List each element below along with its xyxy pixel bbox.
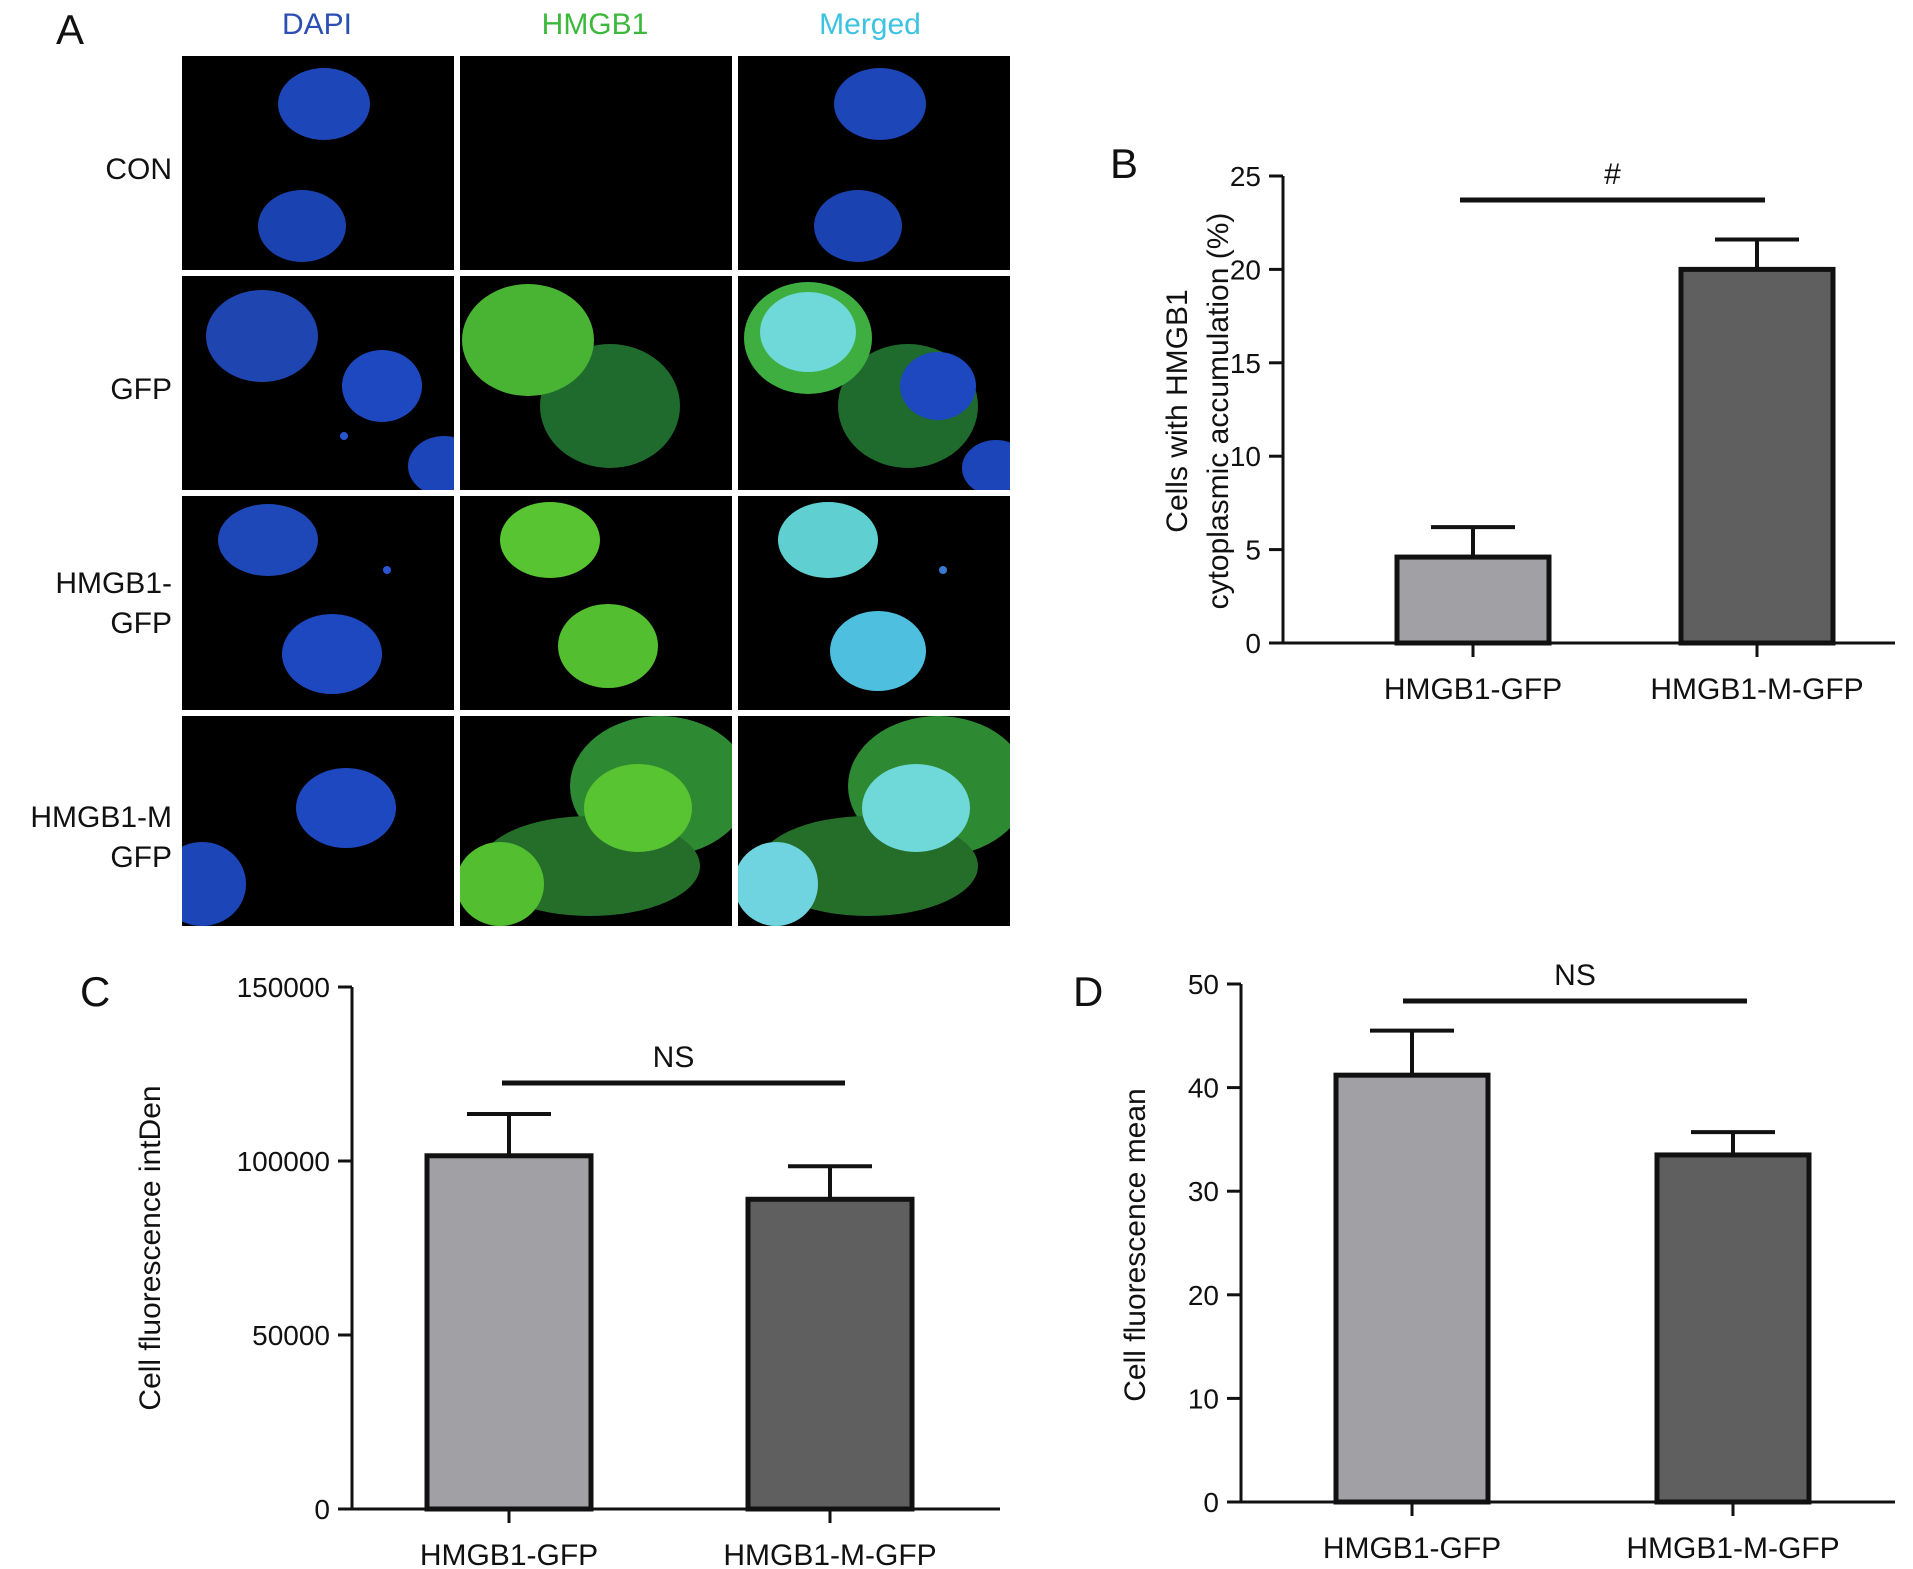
chart-d-y-tick-label: 40 <box>1188 1073 1219 1104</box>
column-header-hmgb1: HMGB1 <box>541 8 649 41</box>
chart-c-y-tick-label: 150000 <box>237 972 330 1003</box>
image-con-dapi <box>182 56 454 270</box>
chart-d-y-tick-label: 30 <box>1188 1176 1219 1207</box>
row-label-con: CON <box>105 153 172 186</box>
image-con-merged <box>738 56 1010 270</box>
chart-c-category-label: HMGB1-M-GFP <box>723 1539 936 1569</box>
chart-b-y-tick-label: 0 <box>1245 628 1261 659</box>
chart-d-category-label: HMGB1-GFP <box>1323 1532 1501 1565</box>
image-gfp-merged <box>738 276 1010 490</box>
row-label-hmgb1-m-gfp: HMGB1-M GFP <box>30 801 172 874</box>
panel-b-letter: B <box>1110 140 1139 187</box>
image-hmgb1-m-gfp-dapi <box>182 716 454 926</box>
chart-d-bar <box>1654 1152 1812 1505</box>
chart-b-category-label: HMGB1-GFP <box>1384 673 1562 706</box>
chart-b-y-axis-label: Cells with HMGB1 <box>1161 289 1194 532</box>
chart-d-y-tick-label: 20 <box>1188 1280 1219 1311</box>
column-header-dapi: DAPI <box>281 8 353 41</box>
chart-c-y-tick-label: 100000 <box>237 1146 330 1177</box>
chart-c-bar <box>424 1153 594 1512</box>
chart-d-significance-label: NS <box>1554 959 1596 992</box>
panel-a-letter: A <box>56 6 85 53</box>
chart-d-category-label: HMGB1-M-GFP <box>1626 1532 1839 1565</box>
chart-c-category-label: HMGB1-GFP <box>420 1539 598 1569</box>
chart-b-y-tick-label: 10 <box>1230 441 1261 472</box>
chart-c-y-axis-label: Cell fluorescence intDen <box>134 1085 167 1410</box>
image-gfp-dapi <box>182 276 454 490</box>
chart-b-category-label: HMGB1-M-GFP <box>1650 673 1863 706</box>
image-hmgb1-gfp-merged <box>738 496 1010 710</box>
chart-d-y-axis-label: Cell fluorescence mean <box>1119 1088 1152 1402</box>
chart-b-y-tick-label: 5 <box>1245 535 1261 566</box>
row-label-gfp: GFP <box>110 373 172 406</box>
panel-d-letter: D <box>1073 968 1104 1015</box>
panel-c-letter: C <box>80 968 111 1015</box>
chart-b-bar <box>1394 554 1552 646</box>
chart-b-y-axis-label: cytoplasmic accumulation (%) <box>1202 213 1235 610</box>
chart-c-y-tick-label: 50000 <box>252 1320 330 1351</box>
chart-d-y-tick-label: 50 <box>1188 969 1219 1000</box>
chart-b-y-tick-label: 15 <box>1230 348 1261 379</box>
image-gfp-hmgb1 <box>460 276 732 490</box>
chart-b-y-tick-label: 20 <box>1230 254 1261 285</box>
image-con-hmgb1 <box>460 56 732 270</box>
image-hmgb1-gfp-hmgb1 <box>460 496 732 710</box>
image-hmgb1-m-gfp-hmgb1 <box>460 716 732 926</box>
chart-c-y-tick-label: 0 <box>314 1494 330 1525</box>
column-header-merged: Merged <box>819 8 921 41</box>
chart-c-significance-label: NS <box>653 1041 695 1074</box>
chart-b-y-tick-label: 25 <box>1230 161 1261 192</box>
chart-d-bar <box>1333 1072 1491 1505</box>
chart-d-y-tick-label: 0 <box>1203 1487 1219 1518</box>
image-hmgb1-m-gfp-merged <box>738 716 1010 926</box>
chart-b-significance-label: # <box>1604 158 1621 191</box>
image-hmgb1-gfp-dapi <box>182 496 454 710</box>
microscopy-grid <box>182 56 1010 926</box>
row-label-hmgb1-gfp: HMGB1- GFP <box>55 567 172 640</box>
chart-d-y-tick-label: 10 <box>1188 1383 1219 1414</box>
